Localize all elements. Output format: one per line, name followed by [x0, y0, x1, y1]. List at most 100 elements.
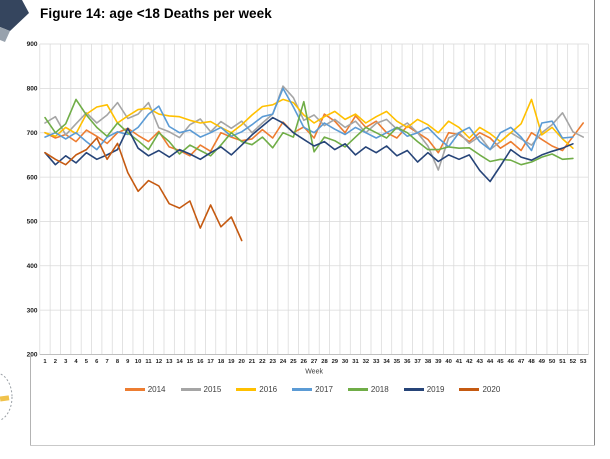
svg-text:38: 38 — [425, 359, 432, 365]
svg-text:40: 40 — [445, 359, 451, 365]
svg-text:26: 26 — [301, 359, 308, 365]
legend-swatch-2015 — [180, 388, 201, 391]
svg-text:47: 47 — [518, 359, 524, 365]
legend-label-2015: 2015 — [203, 385, 222, 394]
legend-label-2014: 2014 — [147, 385, 166, 394]
legend-item-2019: 2019 — [403, 385, 445, 394]
svg-text:53: 53 — [580, 359, 587, 365]
svg-text:20: 20 — [238, 359, 244, 365]
svg-text:8: 8 — [116, 359, 120, 365]
corner-arrow-icon — [0, 0, 29, 42]
chart-title: Figure 14: age <18 Deaths per week — [40, 6, 272, 21]
legend-item-2020: 2020 — [459, 385, 500, 394]
svg-text:52: 52 — [570, 359, 576, 365]
series-line-2016 — [44, 98, 574, 149]
legend-swatch-2016 — [236, 388, 257, 391]
legend-item-2017: 2017 — [292, 385, 333, 394]
svg-text:28: 28 — [321, 359, 328, 365]
svg-text:24: 24 — [280, 359, 287, 365]
chart-legend: 2014 2015 2016 2017 2018 2019 2020 — [30, 385, 595, 394]
svg-text:42: 42 — [466, 359, 472, 365]
svg-text:35: 35 — [394, 359, 401, 365]
svg-text:400: 400 — [27, 263, 38, 270]
svg-text:15: 15 — [187, 359, 194, 365]
svg-text:700: 700 — [27, 130, 38, 137]
svg-text:10: 10 — [135, 359, 141, 365]
svg-text:600: 600 — [27, 174, 38, 181]
svg-text:21: 21 — [249, 359, 256, 365]
series-line-2015 — [44, 85, 585, 171]
svg-text:800: 800 — [27, 86, 38, 93]
svg-text:41: 41 — [456, 359, 463, 365]
svg-text:9: 9 — [126, 359, 130, 365]
svg-text:43: 43 — [476, 359, 483, 365]
legend-label-2019: 2019 — [426, 385, 445, 394]
svg-text:1: 1 — [43, 359, 47, 365]
svg-text:49: 49 — [539, 359, 546, 365]
legend-item-2014: 2014 — [124, 385, 166, 394]
svg-text:33: 33 — [373, 359, 380, 365]
svg-text:17: 17 — [207, 359, 213, 365]
svg-text:6: 6 — [95, 359, 99, 365]
svg-text:300: 300 — [27, 307, 38, 314]
series-line-2019 — [44, 116, 574, 183]
svg-text:51: 51 — [559, 359, 566, 365]
legend-label-2018: 2018 — [370, 385, 389, 394]
svg-text:27: 27 — [311, 359, 317, 365]
svg-text:4: 4 — [74, 359, 78, 365]
svg-text:50: 50 — [549, 359, 555, 365]
svg-text:22: 22 — [259, 359, 265, 365]
x-axis-labels: 1 2 3 4 5 6 7 8 9 10 11 12 13 14 15 16 17 18 19 20 21 22 23 24 2… — [43, 359, 587, 365]
legend-item-2018: 2018 — [347, 385, 389, 394]
svg-text:11: 11 — [145, 359, 152, 365]
legend-label-2020: 2020 — [482, 385, 501, 394]
svg-text:48: 48 — [528, 359, 535, 365]
legend-label-2016: 2016 — [259, 385, 278, 394]
svg-text:500: 500 — [27, 219, 38, 226]
svg-text:36: 36 — [404, 359, 411, 365]
legend-swatch-2019 — [403, 388, 424, 391]
svg-text:23: 23 — [269, 359, 276, 365]
legend-swatch-2020 — [459, 388, 480, 391]
svg-text:7: 7 — [105, 359, 108, 365]
svg-text:34: 34 — [383, 359, 390, 365]
svg-text:37: 37 — [414, 359, 420, 365]
x-axis-title: Week — [305, 369, 323, 376]
svg-text:5: 5 — [85, 359, 89, 365]
svg-text:32: 32 — [363, 359, 369, 365]
svg-text:46: 46 — [508, 359, 515, 365]
svg-text:29: 29 — [332, 359, 339, 365]
partial-circle-icon — [0, 373, 13, 421]
y-axis-labels: 200 300 400 500 600 700 800 900 — [27, 41, 38, 358]
series-line-2020 — [44, 137, 243, 242]
svg-text:31: 31 — [352, 359, 359, 365]
svg-text:2: 2 — [54, 359, 57, 365]
gridlines — [39, 43, 589, 355]
svg-text:30: 30 — [342, 359, 348, 365]
legend-label-2017: 2017 — [315, 385, 333, 394]
chart-frame-left-border — [30, 356, 31, 445]
svg-text:12: 12 — [156, 359, 162, 365]
svg-text:19: 19 — [228, 359, 235, 365]
svg-text:3: 3 — [64, 359, 68, 365]
chart-frame-bottom-border — [30, 445, 595, 446]
svg-text:200: 200 — [27, 352, 38, 359]
svg-text:25: 25 — [290, 359, 297, 365]
svg-text:39: 39 — [435, 359, 442, 365]
legend-swatch-2014 — [124, 388, 145, 391]
series-line-2014 — [44, 113, 585, 157]
legend-item-2015: 2015 — [180, 385, 222, 394]
legend-item-2016: 2016 — [236, 385, 277, 394]
svg-text:44: 44 — [487, 359, 494, 365]
svg-text:14: 14 — [176, 359, 183, 365]
legend-swatch-2017 — [292, 388, 313, 391]
chart-frame-right-border — [594, 0, 595, 446]
legend-swatch-2018 — [347, 388, 368, 391]
svg-text:18: 18 — [218, 359, 225, 365]
svg-text:16: 16 — [197, 359, 204, 365]
svg-text:13: 13 — [166, 359, 173, 365]
svg-text:45: 45 — [497, 359, 504, 365]
svg-text:900: 900 — [27, 41, 38, 48]
